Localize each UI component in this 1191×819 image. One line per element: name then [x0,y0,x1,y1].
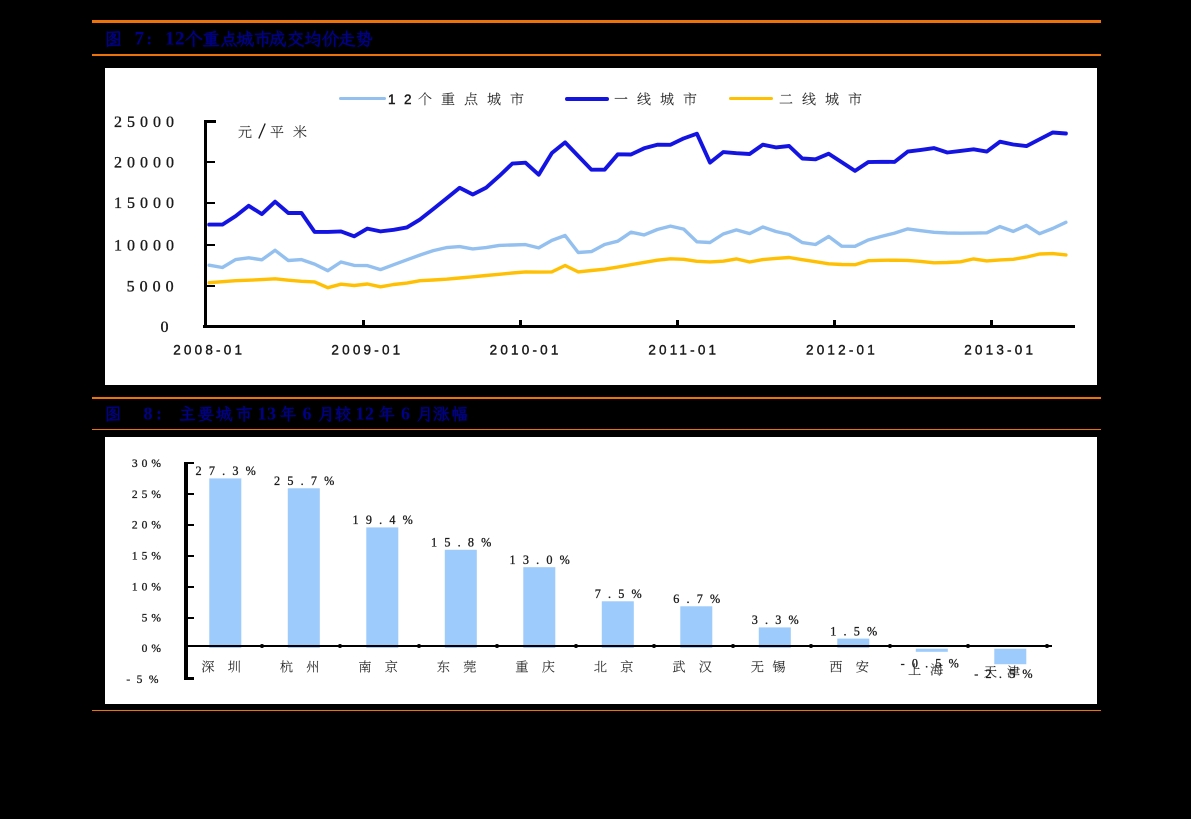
svg-text:25.7%: 25.7% [274,474,341,488]
svg-text:15000: 15000 [114,195,179,212]
svg-text:20%: 20% [132,520,165,532]
svg-text:25%: 25% [132,489,165,501]
svg-text:19.4%: 19.4% [353,513,420,527]
svg-text:15.8%: 15.8% [431,536,498,550]
svg-text:2008-01: 2008-01 [173,343,245,358]
svg-text:0: 0 [161,319,174,336]
svg-text:6: 6 [303,403,313,423]
svg-text:6: 6 [401,403,411,423]
svg-text:30%: 30% [132,458,165,470]
svg-text:2011-01: 2011-01 [648,343,719,358]
svg-text:12: 12 [165,29,185,50]
svg-text:-0.5%: -0.5% [901,657,966,671]
svg-text:3.3%: 3.3% [752,613,806,627]
svg-text:2010-01: 2010-01 [490,343,562,358]
svg-text:13.0%: 13.0% [510,553,577,567]
svg-text:12: 12 [388,92,420,107]
svg-text:-2.5%: -2.5% [974,667,1039,681]
svg-text:1.5%: 1.5% [830,624,884,638]
svg-text:10000: 10000 [114,237,179,254]
svg-text::: : [147,30,153,49]
svg-text::: : [156,403,163,423]
svg-text:12: 12 [356,403,375,423]
svg-text:6.7%: 6.7% [673,592,727,606]
svg-text:0%: 0% [142,643,165,655]
svg-text:13: 13 [258,403,277,423]
svg-text:10%: 10% [132,581,165,593]
svg-text:2012-01: 2012-01 [806,343,878,358]
svg-text:25000: 25000 [114,114,179,131]
svg-text:7.5%: 7.5% [595,587,649,601]
svg-text:20000: 20000 [114,155,179,172]
svg-text:7: 7 [135,29,145,50]
svg-text:8: 8 [144,403,154,423]
svg-text:5000: 5000 [127,279,179,296]
svg-text:5%: 5% [142,612,165,624]
svg-text:27.3%: 27.3% [196,464,263,478]
svg-text:15%: 15% [132,551,165,563]
svg-text:2009-01: 2009-01 [331,343,403,358]
svg-text:2013-01: 2013-01 [964,343,1036,358]
svg-text:-5%: -5% [126,674,165,686]
